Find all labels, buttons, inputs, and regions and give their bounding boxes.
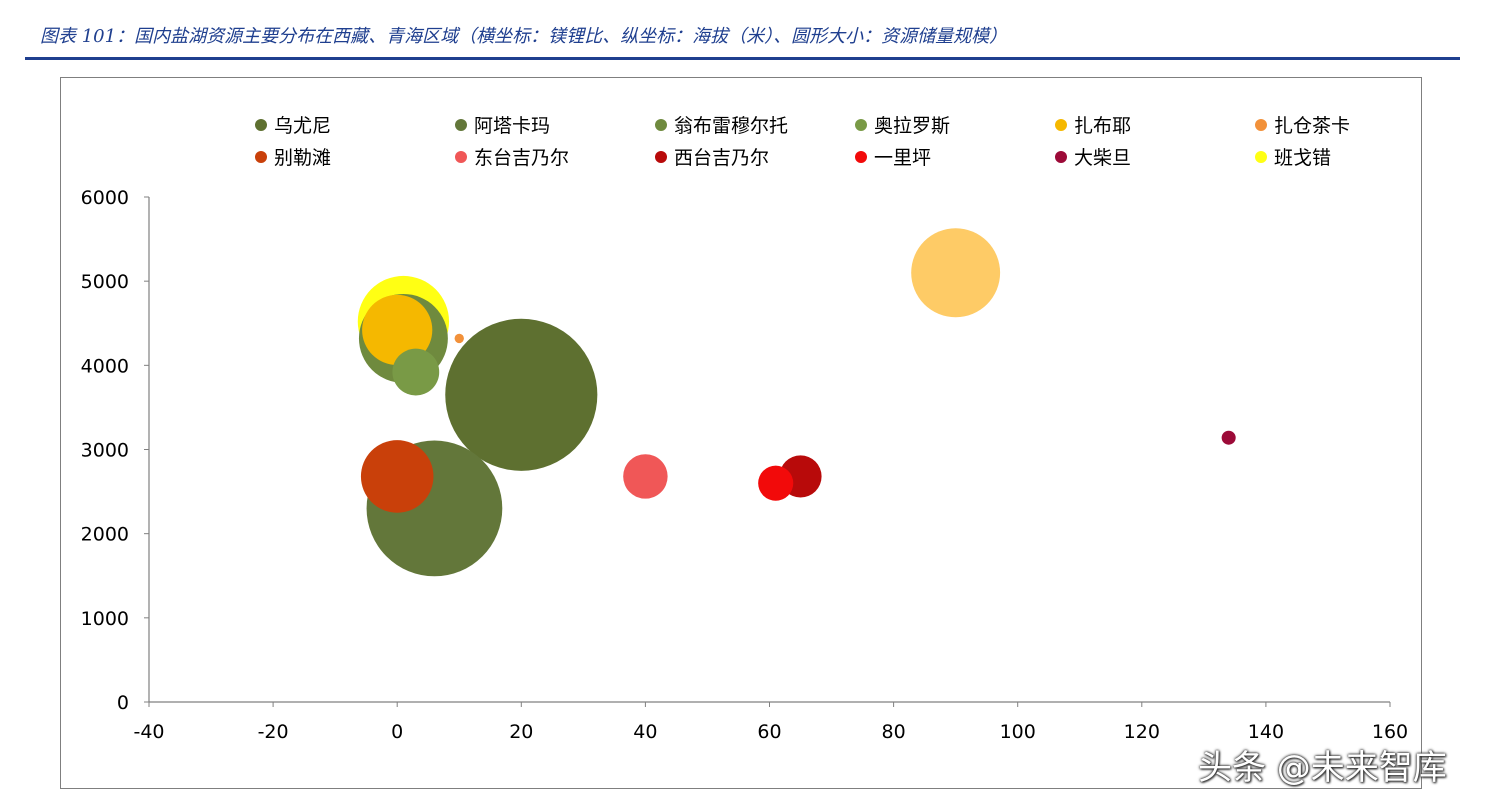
- bubble-point: [445, 318, 598, 471]
- legend-marker: [455, 151, 467, 163]
- legend-label: 大柴旦: [1074, 147, 1131, 169]
- bubble-point: [362, 294, 433, 366]
- x-tick-label: 60: [757, 721, 781, 743]
- x-tick-label: -20: [258, 721, 289, 743]
- legend-marker: [1255, 151, 1267, 163]
- legend-label: 阿塔卡玛: [474, 115, 550, 137]
- x-tick-label: 20: [509, 721, 533, 743]
- page-title: 图表 101：国内盐湖资源主要分布在西藏、青海区域（横坐标：镁锂比、纵坐标：海拔…: [40, 26, 1008, 47]
- x-tick-label: 120: [1124, 721, 1160, 743]
- legend-label: 班戈错: [1274, 147, 1331, 169]
- legend-marker: [1055, 151, 1067, 163]
- y-tick-label: 3000: [81, 440, 129, 462]
- legend-marker: [655, 119, 667, 131]
- bubble-point: [758, 465, 794, 501]
- bubble-point: [911, 228, 1001, 318]
- legend-marker: [855, 119, 867, 131]
- legend-marker: [855, 151, 867, 163]
- watermark: 头条 @未来智库: [1198, 748, 1447, 788]
- bubble-point: [360, 440, 434, 513]
- y-tick-label: 0: [117, 692, 129, 714]
- legend-marker: [1055, 119, 1067, 131]
- x-tick-label: 100: [1000, 721, 1036, 743]
- legend-marker: [255, 119, 267, 131]
- y-tick-label: 4000: [81, 355, 129, 377]
- chart-frame: 乌尤尼 阿塔卡玛 翁布雷穆尔托 奥拉罗斯 扎布耶 扎仓茶卡别勒滩 东台吉乃尔 西台吉乃尔 一里坪…: [60, 77, 1422, 789]
- legend-label: 扎仓茶卡: [1274, 115, 1350, 137]
- bubble-point: [1221, 430, 1236, 445]
- legend-marker: [1255, 119, 1267, 131]
- bubble-point: [623, 454, 668, 499]
- legend-label: 东台吉乃尔: [474, 147, 569, 169]
- y-tick-label: 6000: [81, 187, 129, 209]
- x-tick-label: 40: [633, 721, 657, 743]
- y-tick-label: 2000: [81, 524, 129, 546]
- title-divider: [25, 57, 1460, 60]
- y-tick-label: 1000: [81, 608, 129, 630]
- x-tick-label: 80: [882, 721, 906, 743]
- axes: 0 1000 2000 3000 4000 5000 6000 -40 -20 0 20 40 60 80…: [81, 187, 1408, 743]
- legend-marker: [455, 119, 467, 131]
- x-tick-label: 140: [1248, 721, 1284, 743]
- bubble-point: [392, 348, 440, 396]
- bubble-point: [454, 333, 464, 344]
- legend-label: 别勒滩: [274, 147, 331, 169]
- legend-marker: [655, 151, 667, 163]
- x-tick-label: 160: [1372, 721, 1408, 743]
- legend-label: 扎布耶: [1074, 115, 1131, 137]
- y-tick-label: 5000: [81, 271, 129, 293]
- legend-label: 一里坪: [874, 147, 931, 169]
- legend-label: 奥拉罗斯: [874, 115, 950, 137]
- bubbles: [357, 228, 1236, 577]
- legend-label: 乌尤尼: [274, 115, 331, 137]
- legend-label: 翁布雷穆尔托: [674, 115, 788, 137]
- x-tick-label: 0: [391, 721, 403, 743]
- legend-label: 西台吉乃尔: [674, 147, 769, 169]
- legend-marker: [255, 151, 267, 163]
- x-tick-label: -40: [133, 721, 164, 743]
